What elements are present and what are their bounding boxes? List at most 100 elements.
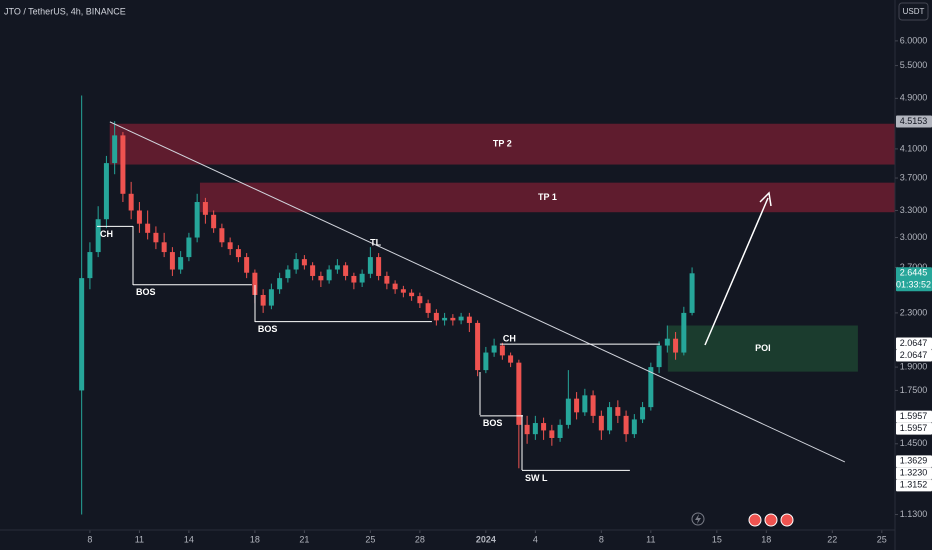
candle-body <box>673 338 679 353</box>
y-tick-label: 5.5000 <box>900 60 928 70</box>
candle-body <box>516 362 522 425</box>
connectors <box>132 226 523 470</box>
x-tick-label: 11 <box>135 534 144 544</box>
x-tick-label: 8 <box>87 534 92 544</box>
price-label: 4.5153 <box>900 116 928 126</box>
y-tick-label: 6.0000 <box>900 35 928 45</box>
candle-body <box>153 232 159 243</box>
y-tick-label: 1.9000 <box>900 361 928 371</box>
price-label-box <box>896 267 932 292</box>
candle-body <box>590 395 596 416</box>
currency-button[interactable] <box>898 2 929 21</box>
x-tick-label: 15 <box>712 534 722 544</box>
event-icon[interactable] <box>780 513 794 527</box>
symbol-header: JTO / TetherUS, 4h, BINANCE <box>4 6 126 16</box>
candle-body <box>169 252 175 270</box>
arrow-head <box>759 191 772 207</box>
candle-body <box>549 430 555 438</box>
structure-label: BOS <box>258 324 278 334</box>
lightning-icon[interactable] <box>691 512 705 526</box>
x-tick-label: 21 <box>299 534 309 544</box>
zone <box>109 123 896 165</box>
candle-body <box>252 272 258 295</box>
price-label: 2.0647 <box>900 350 928 360</box>
zone <box>199 182 895 213</box>
candle-body <box>268 289 274 306</box>
x-tick-label: 25 <box>365 534 375 544</box>
x-tick-label: 28 <box>415 534 425 544</box>
candle-body <box>384 275 390 284</box>
candle-body <box>186 237 192 258</box>
candle-body <box>326 269 332 281</box>
price-axis: 6.0000 5.5000 4.9000 4.1000 3.7000 3.3000 3.00… <box>895 35 932 519</box>
trendline <box>109 121 846 463</box>
x-tick-label: 8 <box>599 534 604 544</box>
candle-body <box>681 312 687 353</box>
structure-label: BOS <box>136 287 156 297</box>
candle-body <box>351 275 357 283</box>
event-icon[interactable] <box>764 513 778 527</box>
candle-body <box>648 367 654 408</box>
candle-body <box>565 398 571 425</box>
x-tick-label: 25 <box>877 534 887 544</box>
zone <box>667 325 858 372</box>
structure-label: BOS <box>483 418 503 428</box>
candle-body <box>524 424 530 435</box>
x-tick-label: 4 <box>533 534 538 544</box>
candle-body <box>227 242 233 250</box>
zone-label: TP 1 <box>538 192 557 202</box>
candle-body <box>211 214 217 229</box>
price-label-box <box>896 455 932 468</box>
plot-area: TP 2 TP 1 POI 8 11 14 18 21 25 28 2024 4 8 11 15 18 22 25… <box>79 95 896 544</box>
candle-body <box>301 259 307 266</box>
y-tick-label: 1.1300 <box>900 509 928 519</box>
candle-body <box>343 265 349 276</box>
candle-body <box>194 202 200 238</box>
candle-body <box>136 210 142 224</box>
candle-body <box>260 294 266 306</box>
structure-label: CH <box>100 229 113 239</box>
price-label: 2.0647 <box>900 338 928 348</box>
candle-body <box>450 317 456 321</box>
candle-body <box>532 423 538 435</box>
candle-body <box>145 223 151 233</box>
candle-body <box>244 257 250 273</box>
candle-body <box>359 273 365 283</box>
candle-body <box>433 312 439 321</box>
price-label-box <box>896 422 932 435</box>
y-tick-label: 2.3000 <box>900 307 928 317</box>
candle-body <box>128 193 134 211</box>
candle-body <box>598 415 604 431</box>
candle-body <box>417 296 423 304</box>
projection-arrow <box>704 191 772 346</box>
countdown: 01:33:52 <box>896 280 931 290</box>
candle-body <box>631 419 637 435</box>
candle-body <box>103 163 109 220</box>
candle-body <box>425 303 431 313</box>
candle-body <box>615 407 621 416</box>
price-label-box <box>896 467 932 480</box>
zone-label: POI <box>755 343 771 353</box>
candle-body <box>376 257 382 276</box>
y-tick-label: 4.9000 <box>900 93 928 103</box>
bottom-icons <box>691 512 794 527</box>
price-label: 1.3152 <box>900 480 928 490</box>
candle-body <box>334 265 340 270</box>
candle-body <box>574 398 580 413</box>
arrow-shaft <box>704 197 769 346</box>
y-tick-label: 3.3000 <box>900 205 928 215</box>
candle-body <box>623 415 629 435</box>
candle-body <box>277 278 283 290</box>
x-tick-label: 22 <box>827 534 837 544</box>
trendline-label: TL <box>370 237 381 247</box>
event-icon[interactable] <box>748 513 762 527</box>
price-label: 1.5957 <box>900 411 928 421</box>
x-tick-label: 2024 <box>476 534 496 544</box>
y-tick-label: 3.0000 <box>900 232 928 242</box>
candle-body <box>400 289 406 293</box>
currency-label[interactable]: USDT <box>903 7 925 16</box>
x-tick-label: 18 <box>761 534 771 544</box>
